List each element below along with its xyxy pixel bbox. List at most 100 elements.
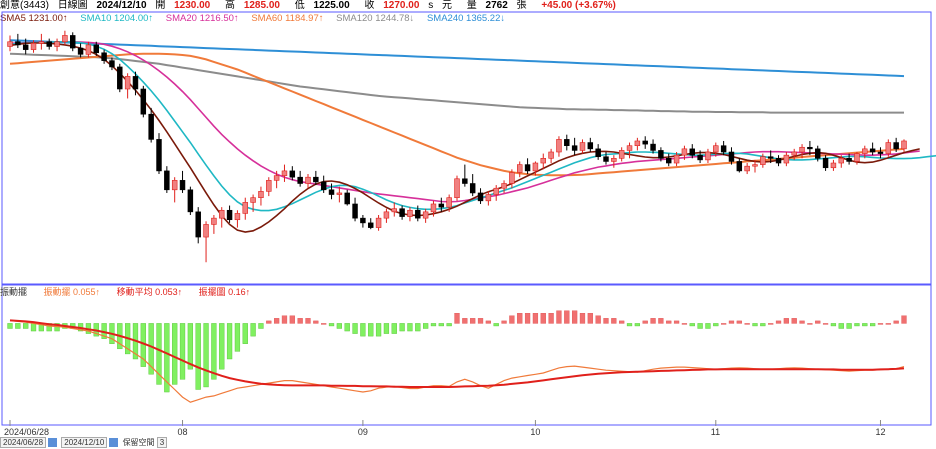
candle-body — [22, 44, 29, 50]
histogram-bar — [572, 310, 578, 324]
histogram-bar — [579, 313, 586, 324]
histogram-bar — [799, 320, 805, 324]
candle-body — [117, 66, 123, 90]
candle-body — [666, 158, 672, 164]
candle-body — [226, 209, 233, 221]
candle-body — [46, 41, 52, 47]
candle-body — [266, 180, 272, 192]
candle-body — [681, 148, 688, 156]
candle-body — [705, 151, 711, 161]
candle-body — [540, 158, 546, 164]
histogram-bar — [807, 323, 813, 325]
candle-body — [446, 197, 452, 208]
candle-body — [383, 211, 390, 219]
candle-body — [611, 158, 617, 162]
candle-body — [736, 161, 743, 172]
from-date-field[interactable]: 2024/06/28 — [0, 437, 47, 449]
histogram-bar — [564, 310, 570, 324]
candle-body — [313, 176, 319, 183]
candle-body — [673, 154, 680, 164]
sma120-line — [9, 52, 904, 114]
to-date-picker-icon[interactable] — [109, 438, 119, 448]
histogram-bar — [438, 323, 444, 327]
candle-body — [767, 156, 774, 159]
legend-sma5: SMA5 1231.00↑ — [0, 13, 68, 24]
histogram-bar — [713, 323, 719, 327]
candle-body — [407, 209, 413, 217]
candle-body — [7, 41, 13, 47]
candle-body — [38, 41, 45, 44]
candle-body — [70, 35, 76, 49]
candle-body — [885, 142, 892, 154]
histogram-bar — [493, 323, 499, 327]
candle-body — [799, 146, 805, 153]
bar-date: 2024/12/10 — [96, 0, 147, 11]
candle-body — [822, 158, 829, 169]
candle-body — [689, 148, 695, 156]
candle-body — [720, 145, 727, 153]
histogram-bar — [297, 318, 303, 324]
candle-body — [289, 170, 296, 178]
candle-body — [375, 217, 382, 228]
candle-body — [603, 156, 609, 162]
candle-body — [399, 208, 405, 217]
candle-body — [744, 165, 750, 172]
candle-body — [579, 142, 586, 151]
histogram-bar — [532, 313, 539, 324]
histogram-bar — [187, 323, 193, 370]
x-month-label: 10 — [530, 427, 541, 437]
candle-body — [273, 175, 280, 181]
histogram-bar — [305, 318, 311, 324]
chart-header: 創意(3443) 日線圖 2024/12/10 開 1230.00 高 1285… — [0, 0, 936, 11]
x-month-label: 11 — [710, 427, 721, 437]
histogram-bar — [23, 323, 29, 329]
high-value: 高 1285.00 — [225, 0, 280, 11]
x-month-label: 09 — [357, 427, 368, 437]
candle-body — [15, 41, 21, 46]
candle-body — [101, 52, 107, 61]
from-date-picker-icon[interactable] — [48, 438, 58, 448]
candle-body — [328, 189, 335, 195]
histogram-bar — [179, 323, 186, 380]
candle-body — [509, 172, 515, 184]
histogram-bar — [258, 323, 264, 329]
candle-body — [807, 146, 813, 150]
candle-body — [211, 217, 217, 225]
histogram-bar — [477, 318, 484, 324]
candle-body — [877, 151, 884, 154]
histogram-bar — [760, 323, 766, 327]
candle-body — [556, 139, 562, 153]
candle-body — [532, 162, 539, 172]
histogram-bar — [548, 313, 554, 324]
candle-body — [93, 44, 99, 54]
histogram-bar — [407, 323, 413, 332]
histogram-bar — [7, 323, 13, 329]
candle-body — [54, 41, 60, 47]
to-date-field[interactable]: 2024/12/10 — [61, 437, 108, 449]
candle-body — [869, 148, 876, 153]
histogram-bar — [399, 323, 405, 332]
keep-space-field[interactable]: 3 — [156, 437, 168, 449]
histogram-bar — [666, 320, 672, 324]
candle-body — [587, 142, 594, 150]
legend-osc-ma: 移動平均 0.053↑ — [116, 287, 183, 297]
histogram-bar — [838, 323, 844, 329]
histogram-bar — [689, 323, 695, 327]
histogram-bar — [250, 323, 256, 337]
histogram-bar — [289, 315, 295, 324]
sma-legend: SMA5 1231.00↑ SMA10 1204.00↑ SMA20 1216.… — [0, 13, 515, 24]
histogram-bar — [870, 323, 876, 327]
candle-body — [62, 35, 68, 43]
candle-body — [148, 113, 154, 140]
legend-osc: 振動擺 0.055↑ — [43, 287, 101, 297]
candle-body — [634, 140, 641, 147]
candle-body — [728, 151, 735, 162]
histogram-bar — [148, 323, 154, 375]
keep-space-label: 保留空間 — [122, 438, 155, 447]
candle-body — [477, 192, 484, 202]
candle-body — [713, 145, 719, 153]
candle-body — [469, 183, 476, 194]
candle-body — [430, 203, 437, 213]
candle-body — [164, 170, 170, 191]
